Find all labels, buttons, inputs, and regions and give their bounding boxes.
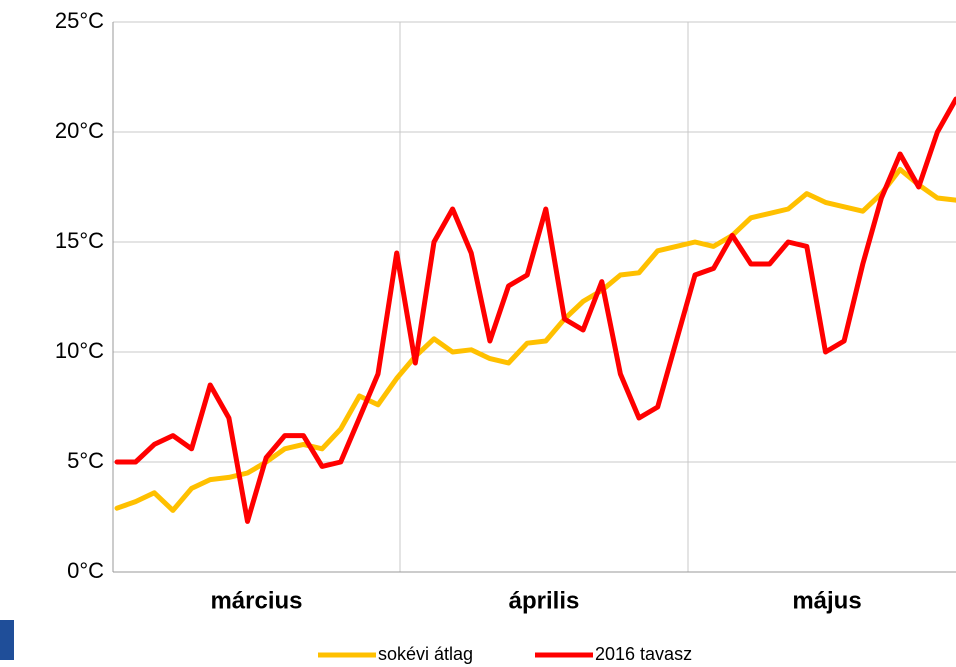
x-tick-label: április xyxy=(509,587,580,614)
y-tick-label: 15°C xyxy=(55,228,104,253)
series-line xyxy=(114,96,956,524)
x-tick-label: március xyxy=(210,587,302,614)
y-tick-label: 20°C xyxy=(55,118,104,143)
series-line xyxy=(114,166,956,513)
legend-label: 2016 tavasz xyxy=(595,644,692,664)
y-tick-label: 5°C xyxy=(67,448,104,473)
logo xyxy=(0,620,14,660)
y-tick-label: 25°C xyxy=(55,8,104,33)
legend-label: sokévi átlag xyxy=(378,644,473,664)
y-tick-label: 10°C xyxy=(55,338,104,363)
y-tick-label: 0°C xyxy=(67,558,104,583)
x-tick-label: május xyxy=(792,587,861,614)
